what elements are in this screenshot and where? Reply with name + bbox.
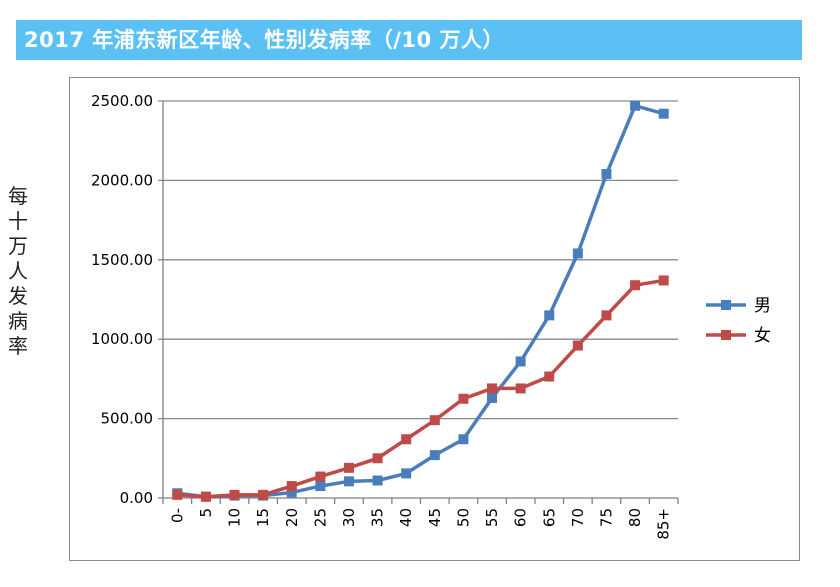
data-point: [544, 371, 555, 382]
y-tick-label: 2000.00: [91, 171, 153, 189]
x-tick-label: 10: [226, 508, 244, 527]
data-point: [487, 383, 498, 394]
x-tick-label: 65: [540, 508, 558, 527]
data-point: [630, 280, 641, 291]
data-point: [572, 248, 583, 259]
data-point: [200, 491, 211, 502]
data-point: [515, 383, 526, 394]
legend: 男女: [706, 296, 771, 346]
x-tick-label: 40: [397, 508, 415, 527]
x-tick-label: 80: [626, 508, 644, 527]
data-point: [658, 275, 669, 286]
data-point: [458, 434, 469, 445]
data-point: [401, 468, 412, 479]
x-tick-label: 85+: [655, 508, 673, 540]
data-point: [343, 476, 354, 487]
x-tick-label: 55: [483, 508, 501, 527]
data-point: [458, 393, 469, 404]
data-point: [515, 356, 526, 367]
x-tick-label: 25: [311, 508, 329, 527]
data-point: [258, 489, 269, 500]
y-tick-label: 1000.00: [91, 330, 153, 348]
data-point: [315, 481, 326, 492]
data-point: [601, 310, 612, 321]
x-tick-label: 45: [426, 508, 444, 527]
chart-title: 2017 年浦东新区年龄、性别发病率（/10 万人）: [24, 28, 504, 52]
chart-frame: [69, 77, 800, 561]
y-tick-label: 2500.00: [91, 92, 153, 110]
data-point: [487, 392, 498, 403]
legend-swatch-marker: [721, 330, 731, 340]
gridlines: [158, 100, 679, 504]
data-point: [372, 453, 383, 464]
data-point: [401, 434, 412, 445]
y-tick-label: 0.00: [120, 489, 153, 507]
data-point: [544, 310, 555, 321]
series-group: [172, 100, 669, 502]
x-tick-label: 20: [283, 508, 301, 527]
x-tick-label: 0-: [168, 508, 186, 523]
data-point: [429, 415, 440, 426]
legend-swatch-marker: [721, 300, 731, 310]
data-point: [343, 462, 354, 473]
series-line: [177, 104, 665, 499]
x-tick-label: 50: [454, 508, 472, 527]
series-2: [172, 275, 669, 502]
data-point: [429, 450, 440, 461]
x-tick-label: 5: [197, 508, 215, 518]
x-tick-label: 60: [512, 508, 530, 527]
x-tick-label: 75: [597, 508, 615, 527]
data-point: [286, 487, 297, 498]
y-tick-label: 1500.00: [91, 251, 153, 269]
data-point: [630, 100, 641, 111]
x-tick-label: 30: [340, 508, 358, 527]
legend-label: 女: [754, 326, 771, 346]
data-point: [658, 108, 669, 119]
x-tick-label: 15: [254, 508, 272, 527]
legend-label: 男: [754, 296, 771, 316]
x-tick-label: 70: [569, 508, 587, 527]
title-bar: 2017 年浦东新区年龄、性别发病率（/10 万人）: [16, 20, 802, 60]
y-tick-labels: 0.00 500.00 1000.00 1500.00 2000.00 2500.00: [91, 92, 153, 507]
data-point: [286, 481, 297, 492]
y-axis-label: 每十万人发病率: [8, 184, 28, 358]
y-tick-label: 500.00: [101, 410, 154, 428]
data-point: [229, 489, 240, 500]
x-tick-label: 35: [369, 508, 387, 527]
data-point: [315, 471, 326, 482]
data-point: [172, 489, 183, 500]
data-point: [572, 340, 583, 351]
data-point: [372, 475, 383, 486]
series-1: [172, 100, 669, 502]
data-point: [601, 169, 612, 180]
x-tick-labels: 0- 5 10 15 20 25 30 35 40 45 50 55 60 65 70 75 80 85+: [168, 508, 672, 540]
